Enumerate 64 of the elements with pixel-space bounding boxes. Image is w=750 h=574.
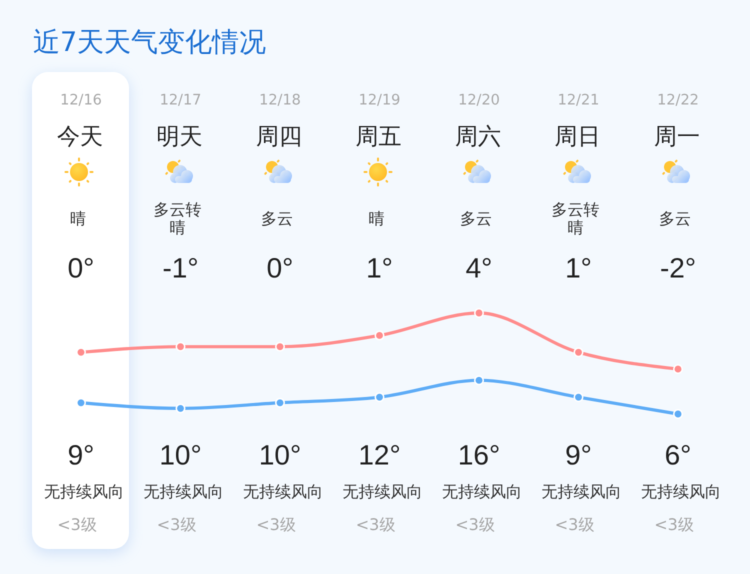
point: [275, 398, 285, 408]
data-label: 12°: [358, 440, 401, 470]
data-label: 6°: [664, 440, 692, 470]
text: 无持续风向: [144, 482, 224, 502]
point: [176, 403, 186, 414]
x-tick-label: 12/16: [60, 92, 102, 110]
text: <3级: [57, 514, 97, 534]
text: 明天: [156, 124, 202, 150]
data-label: 10°: [159, 440, 202, 470]
text: 多云: [260, 209, 294, 228]
data-label: 1°: [366, 252, 393, 284]
text: <3级: [654, 514, 694, 534]
text: <3级: [156, 514, 196, 534]
text: 无持续风向: [542, 482, 622, 502]
x-tick-label: 12/20: [458, 92, 500, 110]
point: [275, 342, 285, 352]
text: 周日: [554, 124, 600, 150]
point: [673, 364, 683, 374]
text: 周四: [256, 124, 302, 150]
data-label: 9°: [565, 440, 592, 470]
data-label: 0°: [68, 252, 94, 284]
text: 无持续风向: [243, 482, 323, 502]
x-tick-label: 12/17: [160, 92, 202, 110]
text: 周五: [356, 124, 402, 150]
point: [574, 347, 584, 358]
text: 多云: [459, 209, 493, 228]
data-label: 10°: [258, 440, 302, 470]
x-tick-label: 12/21: [558, 92, 600, 110]
point: [574, 392, 584, 402]
x-tick-label: 12/19: [358, 92, 400, 110]
text: 无持续风向: [342, 482, 422, 502]
text: 多云转晴: [550, 200, 600, 237]
point: [374, 330, 384, 340]
text: 周六: [455, 124, 501, 150]
text: <3级: [554, 514, 594, 534]
x-tick-label: 12/22: [657, 92, 699, 110]
text: 周一: [654, 124, 700, 150]
text: 今天: [57, 124, 103, 150]
data-label: -2°: [660, 252, 696, 284]
data-label: 16°: [458, 440, 500, 470]
text: 多云转晴: [152, 200, 202, 237]
text: <3级: [455, 514, 495, 534]
text: <3级: [356, 514, 396, 534]
point: [474, 308, 484, 318]
data-label: 1°: [565, 252, 592, 284]
text: 多云: [658, 209, 692, 228]
text: 无持续风向: [442, 482, 522, 502]
text: <3级: [256, 514, 296, 534]
x-tick-label: 12/18: [259, 92, 301, 110]
point: [673, 409, 683, 419]
text: 无持续风向: [44, 482, 124, 502]
data-label: 0°: [266, 252, 294, 284]
text: 晴: [368, 209, 386, 228]
point: [474, 375, 484, 386]
point: [374, 392, 384, 402]
point: [76, 398, 86, 408]
data-label: 4°: [466, 252, 492, 284]
data-label: -1°: [162, 252, 199, 284]
point: [176, 342, 186, 352]
data-label: 9°: [68, 440, 94, 470]
chart-title: 近7天天气变化情况: [33, 26, 266, 60]
point: [76, 347, 86, 358]
text: 无持续风向: [641, 482, 721, 502]
text: 晴: [69, 209, 87, 228]
